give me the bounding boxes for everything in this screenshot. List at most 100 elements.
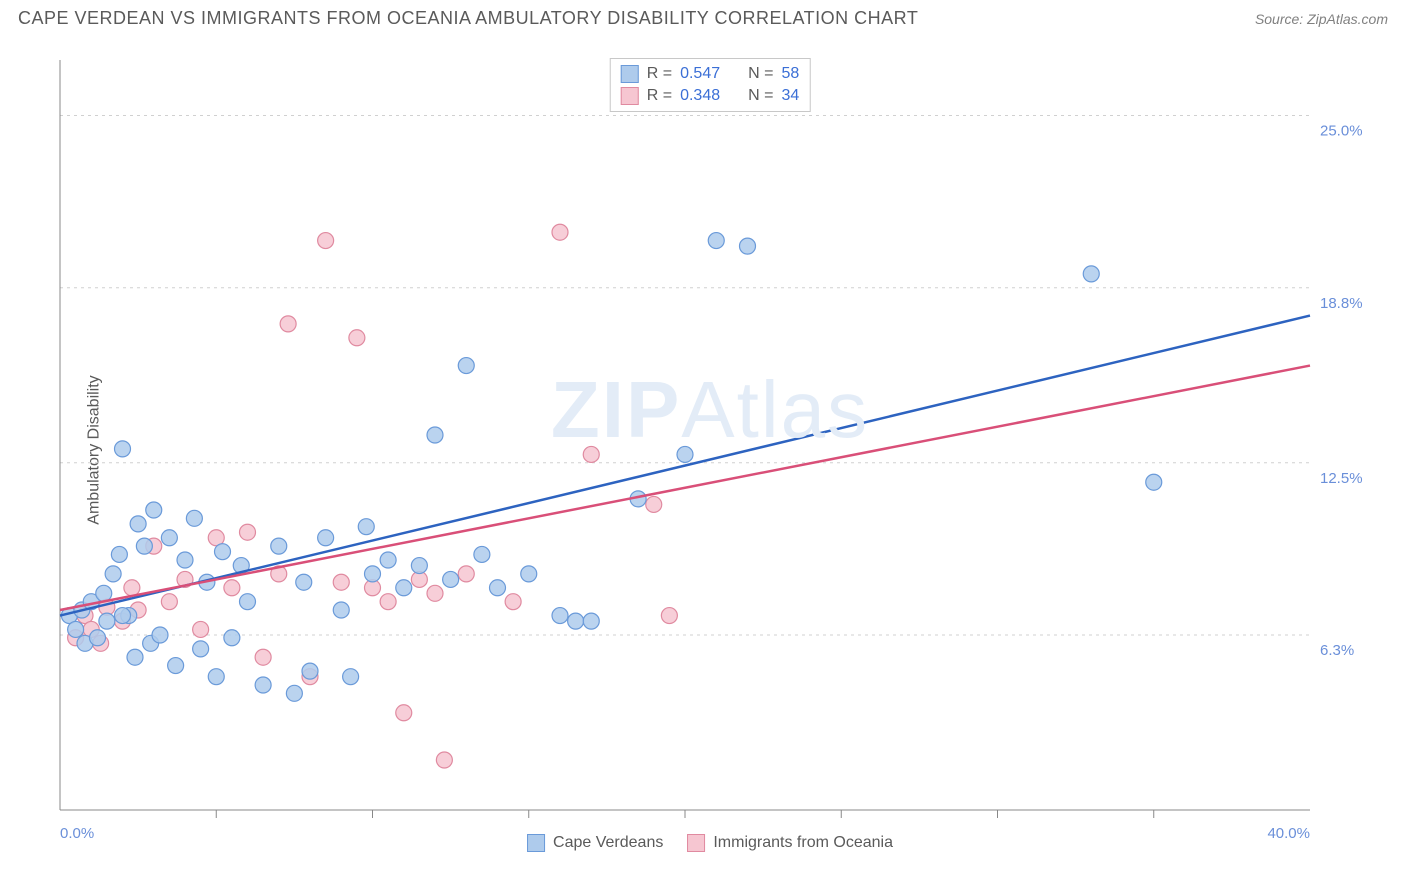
data-point-oceania <box>240 524 256 540</box>
data-point-cape_verdeans <box>168 658 184 674</box>
data-point-cape_verdeans <box>396 580 412 596</box>
chart-svg: 6.3% 12.5% 18.8% 25.0% 0.0% 40.0% <box>50 50 1370 850</box>
legend-item: Immigrants from Oceania <box>687 834 893 852</box>
r-value: 0.547 <box>680 65 720 83</box>
data-point-cape_verdeans <box>240 594 256 610</box>
data-point-cape_verdeans <box>740 238 756 254</box>
data-point-oceania <box>427 585 443 601</box>
data-point-cape_verdeans <box>343 669 359 685</box>
stats-legend: R = 0.547 N = 58 R = 0.348 N = 34 <box>610 58 811 112</box>
data-point-cape_verdeans <box>302 663 318 679</box>
data-point-oceania <box>318 233 334 249</box>
data-point-oceania <box>380 594 396 610</box>
data-point-cape_verdeans <box>1146 474 1162 490</box>
data-point-cape_verdeans <box>380 552 396 568</box>
legend-swatch <box>621 87 639 105</box>
data-point-cape_verdeans <box>365 566 381 582</box>
data-point-cape_verdeans <box>568 613 584 629</box>
data-point-cape_verdeans <box>333 602 349 618</box>
r-label: R = <box>647 65 672 83</box>
data-point-cape_verdeans <box>208 669 224 685</box>
n-value: 34 <box>781 87 799 105</box>
data-point-cape_verdeans <box>521 566 537 582</box>
data-point-cape_verdeans <box>458 358 474 374</box>
data-point-oceania <box>505 594 521 610</box>
data-point-cape_verdeans <box>677 446 693 462</box>
data-point-oceania <box>436 752 452 768</box>
data-point-cape_verdeans <box>115 608 131 624</box>
data-point-cape_verdeans <box>411 558 427 574</box>
data-point-oceania <box>646 496 662 512</box>
source-attribution: Source: ZipAtlas.com <box>1255 11 1388 27</box>
data-point-oceania <box>349 330 365 346</box>
data-point-cape_verdeans <box>99 613 115 629</box>
plot-area: Ambulatory Disability 6.3%12.5%18.8%25.0… <box>50 50 1370 850</box>
n-label: N = <box>748 65 773 83</box>
data-point-cape_verdeans <box>105 566 121 582</box>
data-point-cape_verdeans <box>130 516 146 532</box>
chart-title: CAPE VERDEAN VS IMMIGRANTS FROM OCEANIA … <box>18 8 918 29</box>
data-point-oceania <box>255 649 271 665</box>
data-point-cape_verdeans <box>1083 266 1099 282</box>
header: CAPE VERDEAN VS IMMIGRANTS FROM OCEANIA … <box>0 0 1406 35</box>
data-point-cape_verdeans <box>552 608 568 624</box>
y-tick-label: 12.5% <box>1320 470 1363 487</box>
data-point-cape_verdeans <box>255 677 271 693</box>
data-point-cape_verdeans <box>583 613 599 629</box>
data-point-cape_verdeans <box>474 546 490 562</box>
data-point-cape_verdeans <box>68 621 84 637</box>
series-legend: Cape Verdeans Immigrants from Oceania <box>527 834 893 852</box>
data-point-cape_verdeans <box>127 649 143 665</box>
x-tick-label: 0.0% <box>60 825 94 842</box>
data-point-cape_verdeans <box>427 427 443 443</box>
data-point-cape_verdeans <box>186 510 202 526</box>
stats-row: R = 0.547 N = 58 <box>621 63 800 85</box>
legend-label: Immigrants from Oceania <box>713 834 893 852</box>
y-tick-label: 18.8% <box>1320 295 1363 312</box>
r-value: 0.348 <box>680 87 720 105</box>
data-point-oceania <box>224 580 240 596</box>
data-point-cape_verdeans <box>443 571 459 587</box>
legend-item: Cape Verdeans <box>527 834 663 852</box>
data-point-oceania <box>161 594 177 610</box>
y-tick-label: 6.3% <box>1320 642 1354 659</box>
data-point-oceania <box>552 224 568 240</box>
data-point-cape_verdeans <box>115 441 131 457</box>
data-point-cape_verdeans <box>215 544 231 560</box>
data-point-cape_verdeans <box>152 627 168 643</box>
data-point-oceania <box>458 566 474 582</box>
legend-swatch <box>527 834 545 852</box>
trend-line-oceania <box>60 366 1310 610</box>
data-point-oceania <box>661 608 677 624</box>
data-point-cape_verdeans <box>286 685 302 701</box>
data-point-oceania <box>396 705 412 721</box>
y-tick-label: 25.0% <box>1320 123 1363 140</box>
data-point-oceania <box>583 446 599 462</box>
r-label: R = <box>647 87 672 105</box>
data-point-cape_verdeans <box>490 580 506 596</box>
data-point-cape_verdeans <box>177 552 193 568</box>
data-point-cape_verdeans <box>708 233 724 249</box>
x-tick-label: 40.0% <box>1267 825 1310 842</box>
data-point-cape_verdeans <box>296 574 312 590</box>
n-label: N = <box>748 87 773 105</box>
legend-label: Cape Verdeans <box>553 834 663 852</box>
legend-swatch <box>621 65 639 83</box>
data-point-cape_verdeans <box>271 538 287 554</box>
legend-swatch <box>687 834 705 852</box>
data-point-oceania <box>193 621 209 637</box>
data-point-cape_verdeans <box>90 630 106 646</box>
trend-line-cape_verdeans <box>60 316 1310 616</box>
data-point-cape_verdeans <box>318 530 334 546</box>
data-point-cape_verdeans <box>358 519 374 535</box>
data-point-oceania <box>333 574 349 590</box>
data-point-cape_verdeans <box>146 502 162 518</box>
data-point-cape_verdeans <box>161 530 177 546</box>
data-point-cape_verdeans <box>111 546 127 562</box>
data-point-cape_verdeans <box>96 585 112 601</box>
data-point-cape_verdeans <box>136 538 152 554</box>
data-point-cape_verdeans <box>224 630 240 646</box>
stats-row: R = 0.348 N = 34 <box>621 85 800 107</box>
data-point-oceania <box>280 316 296 332</box>
n-value: 58 <box>781 65 799 83</box>
